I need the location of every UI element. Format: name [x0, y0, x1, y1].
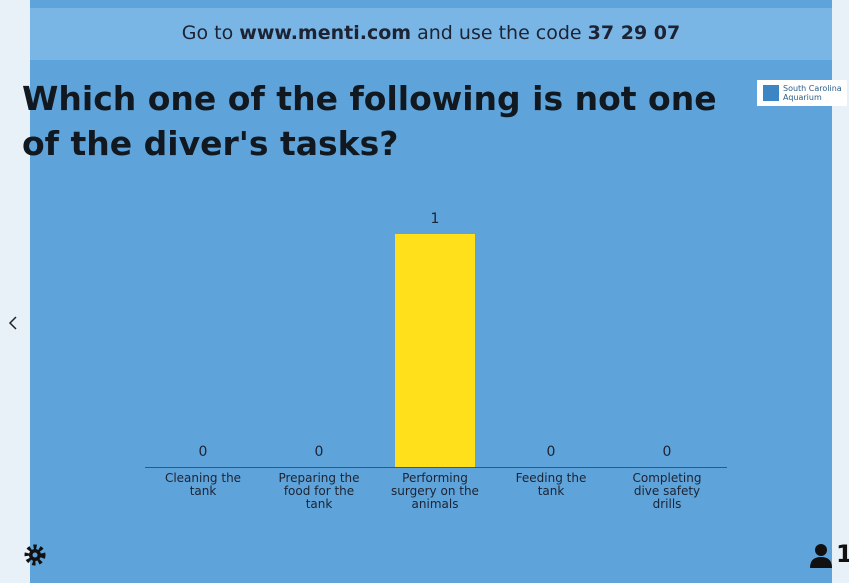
value-label: 0 [662, 444, 672, 460]
value-label: 0 [198, 444, 208, 460]
category-label: Cleaning the tank [164, 471, 242, 498]
baseline [145, 467, 727, 468]
join-code: 37 29 07 [587, 22, 681, 44]
logo: South Carolina Aquarium [757, 80, 847, 106]
participant-count: 1 [836, 540, 849, 568]
value-label: 1 [430, 211, 440, 227]
bar [395, 234, 475, 467]
left-margin [0, 0, 30, 583]
value-label: 0 [314, 444, 324, 460]
category-label: Performing surgery on the animals [391, 471, 479, 511]
join-instructions: Go to www.menti.com and use the code 37 … [30, 8, 832, 60]
question-title: Which one of the following is not one of… [22, 79, 717, 163]
join-prefix: Go to [181, 22, 234, 44]
right-margin [832, 0, 849, 583]
category-label: Preparing the food for the tank [278, 471, 360, 511]
settings-icon[interactable] [23, 543, 47, 567]
join-middle: and use the code [417, 22, 582, 44]
prev-arrow[interactable] [6, 314, 20, 332]
category-label: Completing dive safety drills [632, 471, 702, 511]
participants-icon [810, 544, 832, 568]
value-label: 0 [546, 444, 556, 460]
logo-text: South Carolina Aquarium [783, 84, 842, 102]
join-url[interactable]: www.menti.com [239, 22, 412, 44]
category-label: Feeding the tank [515, 471, 587, 498]
